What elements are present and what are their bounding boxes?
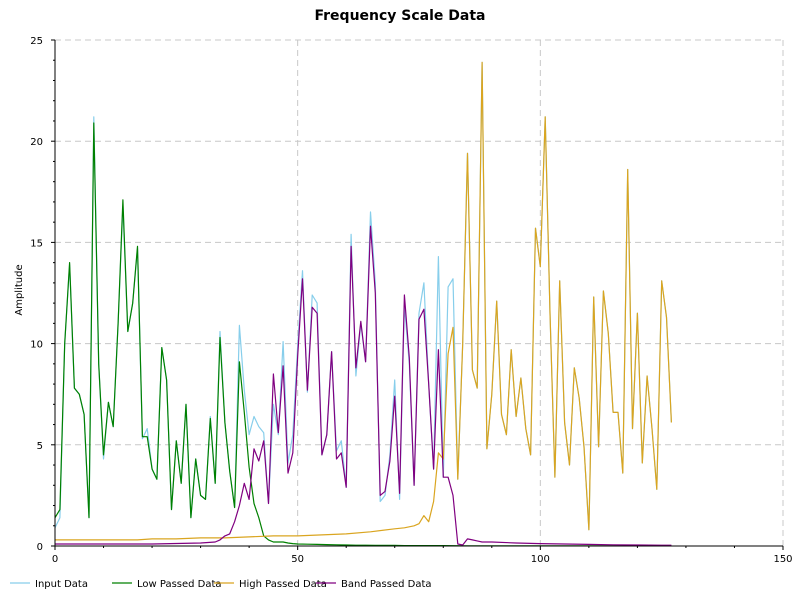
series-line-low-passed-data xyxy=(54,122,672,547)
y-tick-label: 5 xyxy=(37,441,43,452)
y-tick-label: 15 xyxy=(30,238,43,249)
y-tick-label: 0 xyxy=(37,542,43,553)
legend-item-low-passed-data: Low Passed Data xyxy=(112,579,222,590)
legend: Input Data Low Passed Data High Passed Dat… xyxy=(10,579,432,590)
legend-label: Low Passed Data xyxy=(137,579,222,590)
legend-item-high-passed-data: High Passed Data xyxy=(214,579,327,590)
x-tick-label: 150 xyxy=(773,554,792,565)
y-tick-label: 20 xyxy=(30,137,43,148)
series-line-band-passed-data xyxy=(55,225,672,546)
series-layer xyxy=(54,61,672,547)
y-tick-label: 10 xyxy=(30,340,43,351)
legend-label: Band Passed Data xyxy=(341,579,432,590)
x-tick-label: 50 xyxy=(291,554,304,565)
y-tick-label: 25 xyxy=(30,36,43,47)
chart-title: Frequency Scale Data xyxy=(314,8,485,24)
x-tick-label: 100 xyxy=(531,554,550,565)
y-axis-title: Amplitude xyxy=(14,264,25,315)
series-line-input-data xyxy=(54,61,672,531)
axes xyxy=(54,40,783,547)
legend-label: High Passed Data xyxy=(239,579,327,590)
ticks: 0 50 100 150 0 5 10 15 20 25 xyxy=(30,36,792,565)
grid xyxy=(55,39,784,546)
legend-item-input-data: Input Data xyxy=(10,579,88,590)
legend-label: Input Data xyxy=(35,579,88,590)
series-line-high-passed-data xyxy=(55,61,672,541)
x-tick-label: 0 xyxy=(52,554,58,565)
legend-item-band-passed-data: Band Passed Data xyxy=(316,579,432,590)
